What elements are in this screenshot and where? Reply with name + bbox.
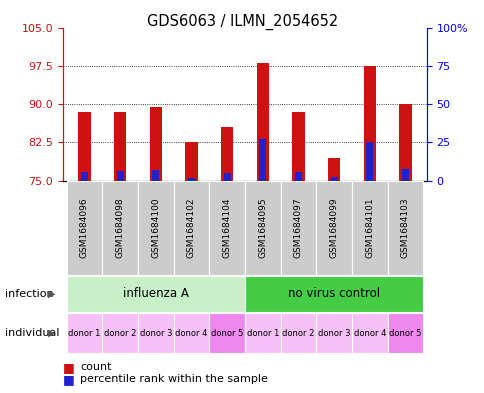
Text: GSM1684102: GSM1684102 xyxy=(186,198,196,258)
Bar xyxy=(351,181,387,275)
Bar xyxy=(220,127,233,181)
Bar xyxy=(256,63,269,181)
Text: GSM1684104: GSM1684104 xyxy=(222,198,231,258)
Text: donor 4: donor 4 xyxy=(175,329,207,338)
Text: ■: ■ xyxy=(63,373,75,386)
Bar xyxy=(316,313,351,353)
Bar xyxy=(244,313,280,353)
Bar xyxy=(209,313,244,353)
Bar xyxy=(280,313,316,353)
Text: GSM1684095: GSM1684095 xyxy=(257,198,267,258)
Text: GSM1684096: GSM1684096 xyxy=(80,198,89,258)
Bar xyxy=(114,112,126,181)
Text: ▶: ▶ xyxy=(47,289,55,299)
Text: individual: individual xyxy=(5,328,59,338)
Bar xyxy=(173,313,209,353)
Bar xyxy=(149,107,162,181)
Text: percentile rank within the sample: percentile rank within the sample xyxy=(80,374,267,384)
Text: GSM1684098: GSM1684098 xyxy=(115,198,124,258)
Bar xyxy=(173,181,209,275)
Bar xyxy=(387,181,423,275)
Bar xyxy=(259,140,266,181)
Bar xyxy=(137,181,173,275)
Bar xyxy=(209,181,244,275)
Bar xyxy=(365,142,372,181)
Bar xyxy=(137,313,173,353)
Bar xyxy=(244,181,280,275)
Text: infection: infection xyxy=(5,289,53,299)
Bar xyxy=(102,313,137,353)
Bar xyxy=(316,181,351,275)
Bar xyxy=(81,173,88,181)
Text: donor 2: donor 2 xyxy=(282,329,314,338)
Bar xyxy=(188,178,195,181)
Text: ■: ■ xyxy=(63,361,75,374)
Text: donor 1: donor 1 xyxy=(68,329,100,338)
Text: donor 1: donor 1 xyxy=(246,329,278,338)
Bar xyxy=(294,172,301,181)
Text: count: count xyxy=(80,362,111,373)
Bar xyxy=(152,170,159,181)
Bar xyxy=(401,169,408,181)
Bar xyxy=(78,112,91,181)
Bar xyxy=(244,276,423,312)
Bar xyxy=(291,112,304,181)
Text: GSM1684100: GSM1684100 xyxy=(151,198,160,258)
Bar xyxy=(363,66,375,181)
Bar xyxy=(351,313,387,353)
Bar xyxy=(280,181,316,275)
Text: donor 5: donor 5 xyxy=(211,329,243,338)
Text: GDS6063 / ILMN_2054652: GDS6063 / ILMN_2054652 xyxy=(147,14,337,30)
Bar xyxy=(66,181,102,275)
Bar xyxy=(66,313,102,353)
Bar xyxy=(102,181,137,275)
Bar xyxy=(398,104,411,181)
Text: no virus control: no virus control xyxy=(287,287,379,300)
Text: donor 4: donor 4 xyxy=(353,329,385,338)
Text: GSM1684103: GSM1684103 xyxy=(400,198,409,258)
Text: donor 3: donor 3 xyxy=(317,329,349,338)
Bar xyxy=(223,173,230,181)
Text: GSM1684099: GSM1684099 xyxy=(329,198,338,258)
Text: GSM1684101: GSM1684101 xyxy=(364,198,374,258)
Bar xyxy=(327,158,340,181)
Text: donor 2: donor 2 xyxy=(104,329,136,338)
Text: ▶: ▶ xyxy=(47,328,55,338)
Text: GSM1684097: GSM1684097 xyxy=(293,198,302,258)
Bar xyxy=(117,171,123,181)
Text: donor 3: donor 3 xyxy=(139,329,172,338)
Bar xyxy=(66,276,244,312)
Bar xyxy=(387,313,423,353)
Text: influenza A: influenza A xyxy=(122,287,188,300)
Bar xyxy=(330,177,337,181)
Bar xyxy=(185,142,197,181)
Text: donor 5: donor 5 xyxy=(389,329,421,338)
